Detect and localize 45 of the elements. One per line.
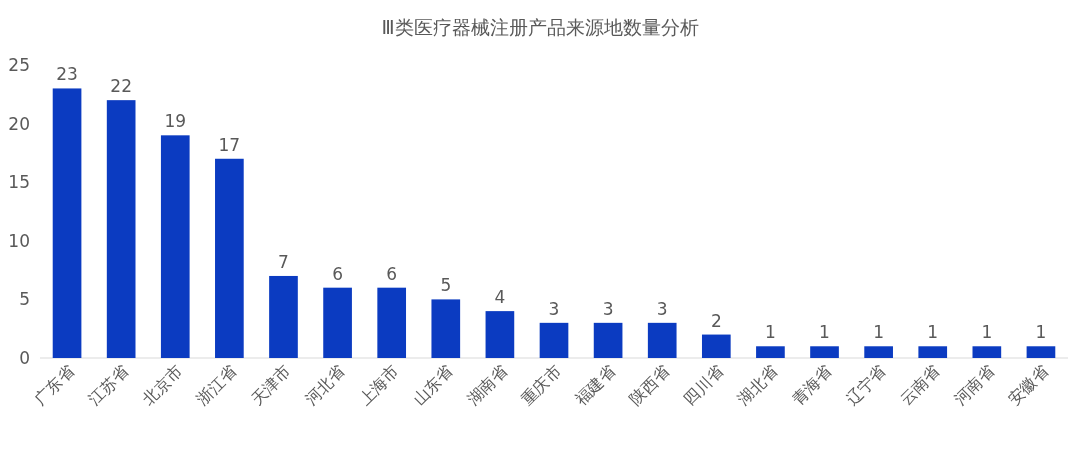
data-label: 6 xyxy=(332,263,343,284)
data-label: 1 xyxy=(927,322,939,343)
data-label: 3 xyxy=(548,298,560,319)
x-tick-label: 四川省 xyxy=(679,361,728,409)
data-label: 17 xyxy=(218,134,241,155)
x-tick-label: 天津市 xyxy=(246,361,295,409)
data-label: 5 xyxy=(440,275,452,296)
data-label: 7 xyxy=(278,251,289,272)
x-tick-label: 青海省 xyxy=(787,361,836,409)
data-label: 4 xyxy=(494,287,506,308)
title: Ⅲ类医疗器械注册产品来源地数量分析 xyxy=(381,16,699,38)
x-tick-label: 辽宁省 xyxy=(842,361,890,409)
data-label: 23 xyxy=(56,64,78,85)
data-label: 22 xyxy=(110,76,132,97)
x-tick-label: 广东省 xyxy=(30,361,78,409)
x-tick-label: 山东省 xyxy=(409,361,457,409)
data-label: 19 xyxy=(164,111,187,132)
x-tick-label: 陕西省 xyxy=(625,361,674,409)
x-tick-label: 北京市 xyxy=(138,361,187,409)
x-tick-label: 河南省 xyxy=(950,361,998,409)
x-tick-label: 浙江省 xyxy=(192,361,241,409)
data-label: 2 xyxy=(710,310,722,331)
x-tick-label: 江苏省 xyxy=(84,361,132,409)
x-tick-label: 云南省 xyxy=(896,361,944,409)
x-tick-label: 湖南省 xyxy=(463,361,511,409)
data-label: 1 xyxy=(819,322,830,343)
y-tick-label: 0 xyxy=(19,348,30,368)
data-label: 6 xyxy=(386,263,398,284)
data-label: 1 xyxy=(981,322,993,343)
x-tick-label: 湖北省 xyxy=(733,361,782,409)
y-tick-label: 15 xyxy=(8,172,30,193)
data-label: 3 xyxy=(602,298,614,319)
x-tick-label: 福建省 xyxy=(571,361,619,409)
x-tick-label: 重庆市 xyxy=(517,361,565,409)
data-label: 1 xyxy=(1035,322,1047,343)
x-tick-label: 安徽省 xyxy=(1004,361,1052,409)
y-tick-label: 10 xyxy=(8,230,30,251)
data-label: 1 xyxy=(765,322,776,343)
data-label: 3 xyxy=(656,298,668,319)
y-tick-label: 5 xyxy=(19,289,30,310)
x-tick-label: 河北省 xyxy=(301,361,349,409)
y-tick-label: 25 xyxy=(8,55,30,75)
data-label: 1 xyxy=(873,322,885,343)
y-tick-label: 20 xyxy=(8,113,30,134)
x-tick-label: 上海市 xyxy=(355,361,403,409)
